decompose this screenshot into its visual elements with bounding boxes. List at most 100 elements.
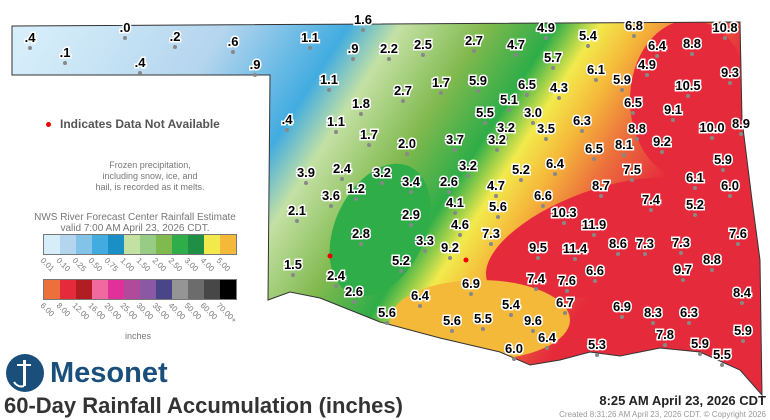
station-value: 1.7: [360, 127, 378, 142]
station-value: 6.7: [556, 295, 574, 310]
station-dot: [496, 215, 500, 219]
station-value: 9.5: [529, 240, 547, 255]
station-value: 6.4: [411, 288, 430, 303]
station-value: 6.1: [686, 170, 704, 185]
station-dot: [563, 311, 567, 315]
station-value: 5.4: [579, 28, 598, 43]
station-value: 3.2: [488, 132, 506, 147]
station-value: .1: [60, 45, 71, 60]
station-dot: [693, 186, 697, 190]
station-value: 10.5: [675, 78, 700, 93]
station-value: 5.5: [713, 347, 731, 362]
station-dot: [448, 256, 452, 260]
mesonet-logo-icon: [6, 354, 44, 392]
station-dot: [418, 304, 422, 308]
station-dot: [359, 242, 363, 246]
station-dot: [123, 36, 127, 40]
scale-swatch: [60, 280, 76, 299]
station-dot: [504, 136, 508, 140]
station-dot: [295, 219, 299, 223]
station-value: 7.3: [636, 236, 654, 251]
station-dot: [720, 363, 724, 367]
scale-swatch: [44, 280, 60, 299]
station-dot: [423, 249, 427, 253]
station-dot: [385, 321, 389, 325]
station-dot: [649, 208, 653, 212]
station-dot: [304, 181, 308, 185]
station-value: 6.5: [585, 141, 603, 156]
station-value: 1.5: [284, 257, 302, 272]
station-dot: [387, 57, 391, 61]
station-dot: [592, 233, 596, 237]
scale-swatch: [204, 280, 220, 299]
station-value: 6.8: [625, 18, 643, 33]
station-dot: [698, 352, 702, 356]
station-dot: [231, 50, 235, 54]
station-value: 9.2: [653, 134, 671, 149]
station-dot: [599, 194, 603, 198]
station-dot: [631, 111, 635, 115]
station-dot: [472, 49, 476, 53]
station-value: 7.3: [482, 226, 500, 241]
station-value: 4.9: [638, 57, 656, 72]
station-value: 5.3: [588, 337, 606, 352]
station-value: 8.8: [703, 252, 721, 267]
station-value: .4: [25, 30, 37, 45]
station-value: 3.9: [297, 165, 315, 180]
station-value: .0: [120, 20, 131, 35]
station-value: 3.2: [497, 120, 515, 135]
station-value: 1.1: [320, 72, 338, 87]
station-value: .4: [282, 112, 294, 127]
station-dot: [439, 91, 443, 95]
station-dot: [509, 313, 513, 317]
station-value: 9.1: [664, 102, 682, 117]
station-dot: [645, 73, 649, 77]
station-dot: [620, 315, 624, 319]
station-dot: [573, 257, 577, 261]
scale-swatch: [156, 235, 172, 254]
rfc-note: NWS River Forecast Center Rainfall Estim…: [34, 212, 236, 234]
station-dot: [710, 268, 714, 272]
station-value: 6.5: [518, 77, 536, 92]
data-not-available-marker: [327, 253, 333, 259]
station-dot: [740, 301, 744, 305]
station-dot: [519, 178, 523, 182]
station-value: 1.1: [327, 114, 345, 129]
station-value: 6.3: [680, 305, 698, 320]
station-dot: [138, 71, 142, 75]
station-dot: [334, 284, 338, 288]
station-dot: [622, 153, 626, 157]
station-value: .2: [170, 29, 181, 44]
station-dot: [534, 287, 538, 291]
station-value: 6.0: [721, 178, 739, 193]
scale-swatch: [140, 235, 156, 254]
station-value: 5.5: [474, 311, 492, 326]
scale-swatch: [124, 280, 140, 299]
scale-swatch: [172, 235, 188, 254]
station-value: 6.3: [573, 113, 591, 128]
frozen-note: Frozen precipitation, including snow, ic…: [95, 160, 205, 192]
na-dot-icon: [46, 122, 51, 128]
station-value: 5.7: [544, 50, 562, 65]
scale-swatch: [204, 235, 220, 254]
station-value: 3.0: [524, 105, 542, 120]
station-dot: [367, 143, 371, 147]
station-dot: [352, 300, 356, 304]
station-value: 5.9: [691, 336, 709, 351]
station-dot: [632, 34, 636, 38]
station-value: 3.3: [416, 233, 434, 248]
station-value: .9: [250, 57, 261, 72]
station-value: 6.6: [534, 188, 552, 203]
station-value: 2.0: [398, 136, 416, 151]
station-value: 1.1: [301, 30, 319, 45]
station-value: 6.4: [546, 156, 565, 171]
station-value: 5.2: [392, 253, 410, 268]
station-dot: [544, 36, 548, 40]
station-dot: [679, 251, 683, 255]
station-value: 8.1: [615, 137, 633, 152]
station-value: 9.2: [441, 240, 459, 255]
station-dot: [739, 132, 743, 136]
scale-swatch: [76, 280, 92, 299]
station-value: 7.8: [656, 327, 674, 342]
station-dot: [635, 137, 639, 141]
